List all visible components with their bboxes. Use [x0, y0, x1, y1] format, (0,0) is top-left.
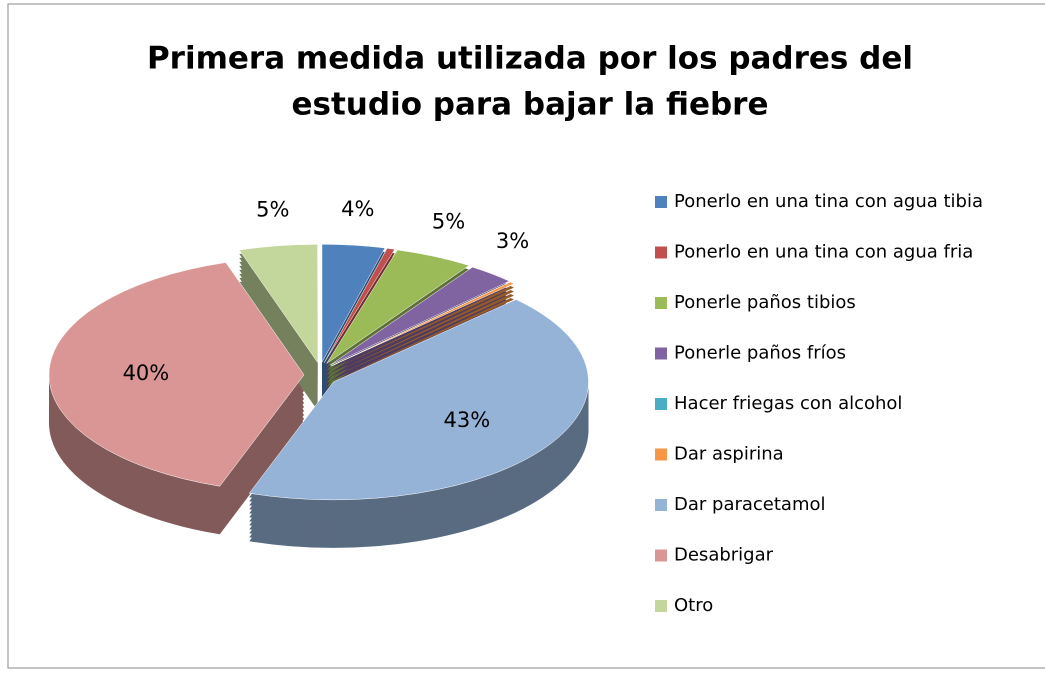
data-label: 40%	[123, 361, 170, 385]
legend-swatch	[655, 600, 667, 612]
legend-label: Hacer friegas con alcohol	[674, 393, 902, 414]
data-label: 5%	[432, 210, 465, 234]
legend-label: Otro	[674, 595, 713, 616]
legend-label: Ponerlo en una tina con agua fria	[674, 242, 973, 263]
slice-side	[331, 298, 514, 382]
slice	[321, 244, 386, 363]
data-label: 3%	[496, 229, 529, 253]
slice-side	[324, 252, 395, 367]
legend-swatch	[655, 499, 667, 511]
legend-label: Ponerle paños tibios	[674, 292, 856, 313]
data-label: 43%	[443, 408, 490, 432]
legend-swatch	[655, 448, 667, 461]
slice	[326, 249, 470, 364]
chart-frame	[7, 3, 1045, 669]
slice-side	[331, 286, 514, 370]
legend-label: Ponerle paños fríos	[674, 343, 846, 364]
slice-side	[331, 294, 514, 378]
legend-swatch	[655, 398, 667, 410]
legend-swatch	[655, 196, 667, 208]
slice	[323, 248, 396, 363]
legend-label: Dar paracetamol	[674, 494, 826, 515]
slice	[329, 266, 510, 366]
legend-swatch	[655, 549, 667, 562]
legend-label: Ponerlo en una tina con agua tibia	[674, 191, 983, 212]
slice-side	[331, 290, 514, 374]
slice	[248, 299, 589, 501]
legend-swatch	[655, 297, 667, 309]
slice	[331, 281, 515, 367]
legend-label: Desabrigar	[674, 545, 774, 566]
data-label: 5%	[256, 198, 289, 222]
slice	[238, 244, 318, 364]
legend-swatch	[655, 246, 667, 259]
data-label: 4%	[341, 197, 374, 221]
legend-swatch	[655, 347, 667, 360]
legend-label: Dar aspirina	[674, 444, 784, 465]
slice	[48, 262, 305, 487]
chart-title: estudio para bajar la fiebre	[292, 87, 769, 123]
chart-title: Primera medida utilizada por los padres …	[147, 41, 913, 77]
